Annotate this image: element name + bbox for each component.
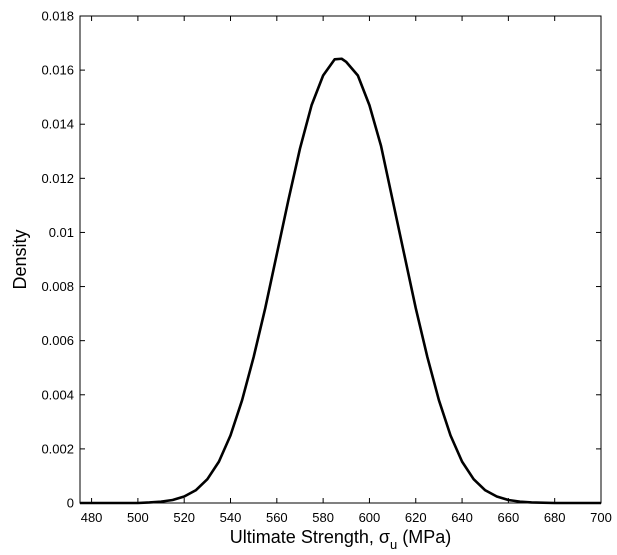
y-axis-label: Density: [10, 229, 30, 289]
x-axis-label-subscript: u: [390, 537, 397, 552]
x-tick-label: 520: [173, 510, 195, 525]
y-tick-label: 0: [67, 496, 74, 511]
y-tick-label: 0.012: [41, 171, 74, 186]
y-tick-label: 0.018: [41, 9, 74, 24]
y-tick-label: 0.016: [41, 63, 74, 78]
density-curve: [80, 57, 601, 505]
x-tick-label: 680: [544, 510, 566, 525]
x-tick-label: 700: [590, 510, 612, 525]
x-tick-label: 540: [220, 510, 242, 525]
x-tick-label: 580: [312, 510, 334, 525]
x-tick-label: 560: [266, 510, 288, 525]
x-tick-label: 480: [81, 510, 103, 525]
x-axis-label-unit: (MPa): [397, 527, 451, 547]
y-tick-label: 0.004: [41, 387, 74, 402]
x-tick-label: 660: [498, 510, 520, 525]
x-axis-ticks: 480 500 520 540 560 580 600 620 640 660 680 700: [81, 16, 612, 525]
y-axis-ticks: 0 0.002 0.004 0.006 0.008 0.01 0.012 0.014 0.016…: [41, 9, 601, 511]
plot-area: [79, 15, 602, 504]
y-tick-label: 0.006: [41, 333, 74, 348]
x-axis-label-text: Ultimate Strength,: [230, 527, 379, 547]
y-tick-label: 0.008: [41, 279, 74, 294]
y-tick-label: 0.014: [41, 117, 74, 132]
y-tick-label: 0.002: [41, 441, 74, 456]
x-tick-label: 500: [127, 510, 149, 525]
x-axis-label: Ultimate Strength, σu (MPa): [230, 527, 451, 552]
x-tick-label: 620: [405, 510, 427, 525]
x-axis-label-symbol: σ: [379, 527, 390, 547]
y-tick-label: 0.01: [49, 225, 74, 240]
x-tick-label: 600: [359, 510, 381, 525]
x-tick-label: 640: [451, 510, 473, 525]
